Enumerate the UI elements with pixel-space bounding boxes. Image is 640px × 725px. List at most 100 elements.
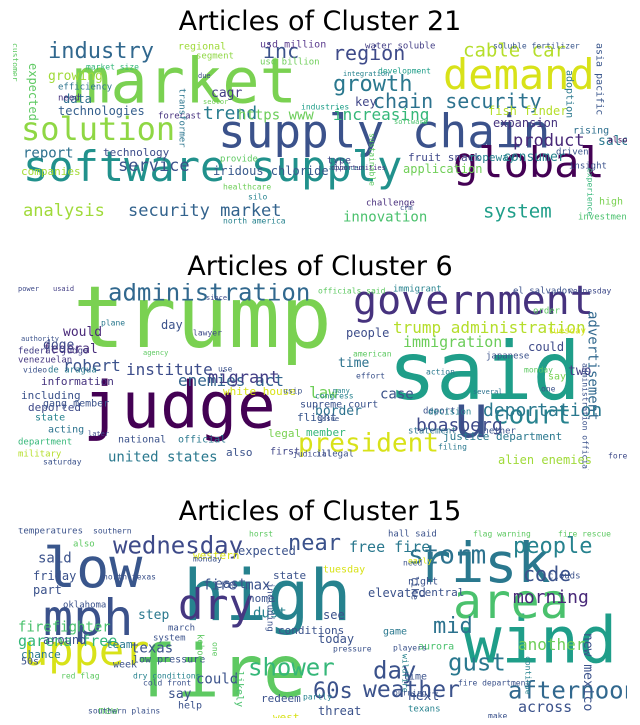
word-cloud-word: need (403, 559, 422, 568)
word-cloud-word: increasing (333, 105, 429, 124)
word-cloud-word: two (568, 364, 591, 379)
word-cloud-word: gust (448, 649, 506, 677)
word-cloud-word: border (315, 404, 362, 419)
word-cloud-word: driven (556, 148, 589, 158)
word-cloud-word: industry (48, 39, 154, 64)
word-cloud-word: since (206, 294, 227, 302)
word-cloud-word: software (394, 118, 428, 126)
word-cloud-word: alien enemies (498, 453, 592, 467)
word-cloud-word: judicial (293, 450, 332, 459)
word-cloud-word: low (43, 536, 143, 600)
word-cloud-word: including (21, 389, 81, 402)
word-cloud-word: expected (26, 63, 40, 121)
word-cloud-word: judge (83, 369, 276, 443)
word-cloud-word: usd million (260, 39, 326, 50)
word-cloud-word: chance (21, 648, 61, 661)
word-cloud-word: crm (400, 204, 413, 212)
word-cloud-word: west (273, 711, 300, 718)
word-cloud-word: case (380, 387, 414, 403)
word-cloud-word: part (33, 583, 62, 597)
word-cloud-word: supreme court (300, 399, 378, 410)
word-cloud-word: western (193, 549, 239, 562)
word-cloud-word: american (353, 350, 392, 359)
word-cloud-word: growth (333, 72, 412, 97)
word-cloud-word: day (373, 657, 416, 685)
word-cloud-word: pressure (333, 645, 372, 654)
word-cloud-word: next (408, 689, 439, 704)
word-cloud-word: tuesday (548, 327, 587, 337)
word-cloud-word: flight (297, 411, 337, 424)
word-cloud-word: opportunities (331, 164, 386, 172)
word-cloud-word: hall said (388, 530, 437, 540)
word-cloud-word: garena free (18, 632, 117, 650)
word-cloud-word: wildfire (400, 654, 409, 693)
word-cloud-word: several (473, 388, 503, 396)
word-cloud-word: home (248, 592, 275, 605)
word-cloud-word: government (353, 283, 594, 324)
word-cloud-word: immigration (403, 333, 502, 351)
word-cloud-word: power (18, 285, 39, 293)
word-cloud-word: help (178, 700, 202, 711)
word-cloud-word: court (493, 400, 571, 430)
word-cloud-word: fruit snack (408, 151, 481, 164)
word-cloud-word: https www (238, 108, 314, 124)
word-cloud-word: step (138, 608, 169, 623)
word-cloud: market supply chain software supply demand g… (13, 38, 627, 232)
word-cloud-word: provide (220, 155, 258, 165)
word-cloud-word: many (333, 387, 350, 395)
word-cloud-word: code (523, 562, 571, 586)
word-cloud-word: region (333, 41, 405, 65)
word-cloud-word: first (270, 446, 300, 457)
word-cloud-word: legal (268, 427, 301, 440)
cluster-title: Articles of Cluster 6 (187, 251, 453, 282)
word-cloud-word: law (309, 383, 338, 402)
cluster-panel-6: Articles of Cluster 6 trump said judge gove… (0, 245, 640, 485)
word-cloud-word: friday (33, 569, 76, 583)
word-cloud-word: southern (93, 528, 132, 536)
word-cloud-word: continue (523, 656, 532, 695)
word-cloud-word: horst (249, 530, 273, 539)
word-cloud-word: later (88, 430, 109, 438)
word-cloud-word: trend (203, 103, 257, 124)
word-cloud: high fire wind area risk low mph upper dry wednes… (13, 528, 627, 718)
word-cloud-word: military (18, 450, 62, 460)
word-cloud-word: could (196, 672, 238, 688)
word-cloud-word: chain security (373, 89, 542, 113)
word-cloud-word: people (513, 534, 592, 559)
word-cloud-word: burning (393, 689, 427, 698)
word-cloud-word: companies (21, 165, 81, 178)
word-cloud-word: monday (524, 366, 553, 375)
word-cloud-word: redeem (261, 692, 301, 705)
word-cloud-word: integration (343, 70, 389, 78)
word-cloud-word: effort (356, 372, 385, 381)
word-cloud-word: weather (363, 677, 460, 703)
word-cloud-word: member (306, 426, 346, 439)
cluster-panel-15: Articles of Cluster 15 high fire wind area r… (0, 490, 640, 725)
word-cloud-word: software supply (23, 142, 402, 191)
word-cloud-word: make (488, 712, 507, 718)
word-cloud-word: saturday (43, 458, 82, 467)
word-cloud-word: new (98, 704, 118, 717)
word-cloud-word: 50s (21, 656, 39, 667)
word-cloud-word: usip (283, 387, 302, 396)
word-cloud-word: cagr (211, 86, 242, 101)
word-cloud-word: technology (103, 146, 170, 159)
word-cloud-word: sustainable (367, 133, 376, 186)
word-cloud-word: due (198, 72, 211, 80)
word-cloud-word: congress (315, 392, 354, 401)
word-cloud-word: official (178, 434, 226, 445)
word-cloud-word: united states (108, 450, 218, 466)
word-cloud-word: players (393, 644, 427, 653)
word-cloud-word: efficiency (58, 83, 113, 93)
word-cloud-word: cable car (463, 40, 566, 62)
word-cloud-word: monday (193, 555, 222, 564)
word-cloud-word: usd billion (260, 58, 320, 68)
word-cloud-word: industries (301, 103, 349, 112)
word-cloud-word: kehoe (194, 634, 204, 661)
word-cloud-word: boasberg (416, 415, 503, 436)
word-cloud-word: conditions (278, 624, 344, 637)
word-cloud-word: tuesday (323, 564, 365, 575)
word-cloud-word: central (418, 586, 464, 599)
word-cloud-word: cold front (143, 679, 191, 688)
word-cloud-word: venezuelan (18, 356, 72, 366)
